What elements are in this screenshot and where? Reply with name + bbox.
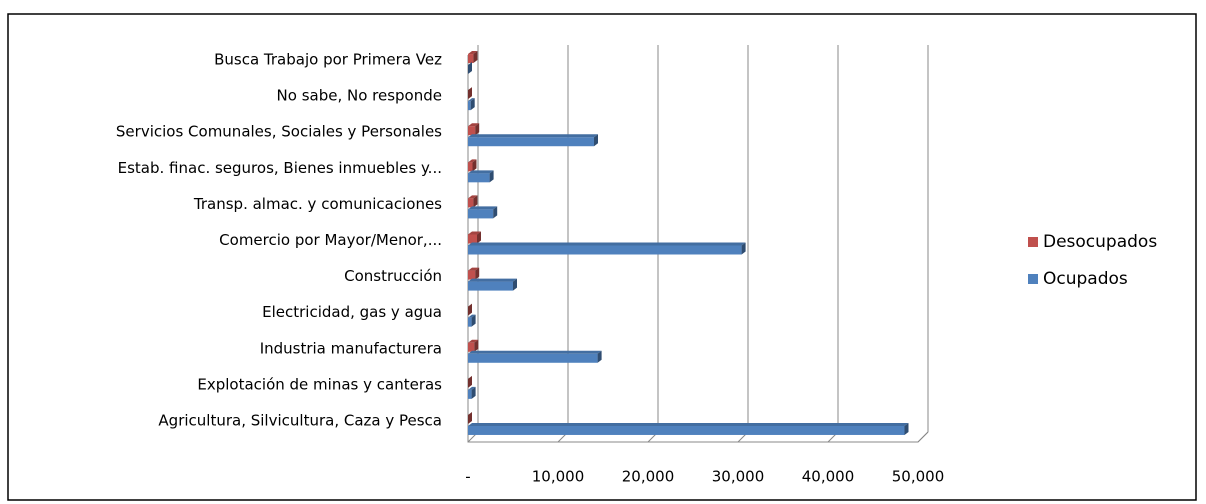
- bar: [468, 317, 472, 327]
- bar-top: [468, 339, 479, 343]
- y-tick-label: Transp. almac. y comunicaciones: [193, 195, 442, 213]
- bar-top: [468, 159, 477, 163]
- y-tick-label: Electricidad, gas y agua: [262, 303, 442, 321]
- bar-top: [468, 170, 494, 174]
- chart-border: [7, 13, 1197, 501]
- bar-side: [477, 231, 481, 244]
- bar-side: [489, 170, 494, 183]
- bar: [468, 162, 473, 172]
- legend-label: Ocupados: [1043, 269, 1128, 289]
- bar-side: [471, 314, 476, 327]
- y-tick-label: Construcción: [344, 267, 442, 285]
- bar-side: [468, 411, 472, 424]
- bar-top: [468, 350, 602, 354]
- bar-top: [468, 278, 517, 282]
- bar: [468, 425, 905, 435]
- bar-top: [468, 206, 498, 210]
- bar: [468, 126, 476, 136]
- bar: [468, 270, 476, 280]
- bar-side: [468, 303, 472, 316]
- x-tick-label: 40,000: [802, 468, 855, 486]
- bar-side: [472, 159, 477, 172]
- bar-side: [741, 242, 746, 255]
- bar-top: [468, 267, 480, 271]
- bar-side: [471, 386, 476, 399]
- y-tick-label: Comercio por Mayor/Menor,...: [219, 231, 442, 249]
- bar-top: [468, 231, 481, 235]
- bar-top: [468, 51, 478, 55]
- bar: [468, 54, 474, 64]
- bar-top: [468, 242, 746, 246]
- bar: [468, 234, 477, 244]
- bar-top: [468, 314, 476, 318]
- bar-side: [597, 350, 602, 363]
- bar: [468, 137, 594, 147]
- bar-top: [468, 98, 475, 102]
- x-tick-label: -: [465, 468, 470, 486]
- bar-side: [473, 195, 478, 208]
- bar-top: [468, 123, 480, 127]
- bar: [468, 101, 471, 111]
- y-tick-label: Explotación de minas y canteras: [197, 375, 442, 393]
- bar-side: [468, 375, 472, 388]
- bar-side: [594, 134, 598, 147]
- y-tick-label: Agricultura, Silvicultura, Caza y Pesca: [158, 411, 442, 429]
- y-tick-label: No sabe, No responde: [277, 87, 442, 105]
- bar-side: [475, 267, 480, 280]
- bar: [468, 198, 474, 208]
- x-tick-label: 50,000: [892, 468, 945, 486]
- x-tick-label: 30,000: [712, 468, 765, 486]
- bar: [468, 281, 513, 291]
- bar-side: [493, 206, 498, 219]
- bar-side: [513, 278, 517, 291]
- x-tick-label: 10,000: [532, 468, 585, 486]
- bar-top: [468, 422, 909, 426]
- bar: [468, 342, 475, 352]
- legend-label: Desocupados: [1043, 232, 1157, 252]
- y-tick-label: Busca Trabajo por Primera Vez: [214, 51, 442, 69]
- bar-side: [475, 123, 480, 136]
- bar-side: [468, 62, 472, 75]
- y-tick-label: Servicios Comunales, Sociales y Personal…: [116, 123, 442, 141]
- bar: [468, 209, 494, 219]
- y-tick-label: Industria manufacturera: [260, 339, 442, 357]
- bar-top: [468, 386, 476, 390]
- bar-top: [468, 134, 598, 138]
- bar-side: [473, 51, 478, 64]
- bar: [468, 389, 472, 399]
- bar-side: [904, 422, 909, 435]
- bar-side: [474, 339, 479, 352]
- bar-side: [470, 98, 475, 111]
- bar: [468, 245, 742, 255]
- legend-swatch: [1028, 237, 1038, 247]
- x-tick-label: 20,000: [622, 468, 675, 486]
- bar-side: [468, 87, 472, 100]
- bar: [468, 173, 490, 183]
- bar-top: [468, 195, 478, 199]
- y-tick-label: Estab. finac. seguros, Bienes inmuebles …: [118, 159, 442, 177]
- tick-mark: [917, 431, 929, 443]
- legend-swatch: [1028, 274, 1038, 284]
- bar: [468, 353, 598, 363]
